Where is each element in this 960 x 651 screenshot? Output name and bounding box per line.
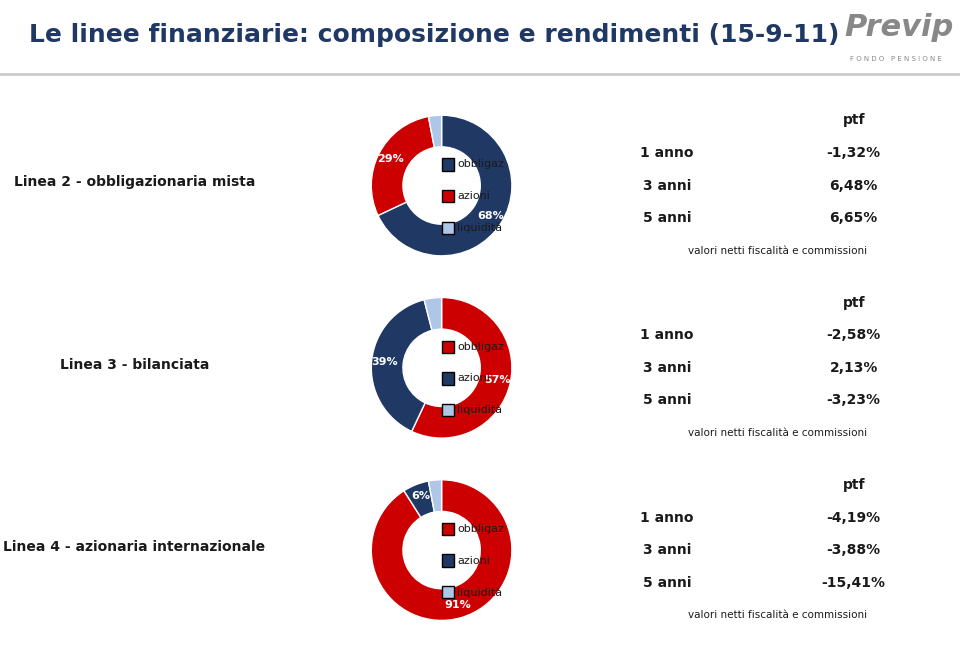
Text: Linea 2 - obbligazionaria mista: Linea 2 - obbligazionaria mista	[13, 175, 255, 189]
Text: 2,13%: 2,13%	[829, 361, 877, 375]
Text: ptf: ptf	[842, 113, 865, 128]
Text: ptf: ptf	[842, 296, 865, 310]
Text: ptf: ptf	[842, 478, 865, 492]
Text: 3 anni: 3 anni	[643, 178, 691, 193]
Wedge shape	[404, 481, 434, 518]
Text: 68%: 68%	[477, 212, 504, 221]
Text: -2,58%: -2,58%	[827, 328, 880, 342]
Wedge shape	[428, 480, 442, 512]
FancyBboxPatch shape	[442, 340, 454, 353]
Text: 3 anni: 3 anni	[643, 361, 691, 375]
Text: liquidità: liquidità	[457, 587, 502, 598]
Text: valori netti fiscalità e commissioni: valori netti fiscalità e commissioni	[688, 610, 867, 620]
Text: 5 anni: 5 anni	[643, 575, 691, 590]
Text: 3 anni: 3 anni	[643, 543, 691, 557]
Wedge shape	[372, 117, 434, 215]
Text: 1 anno: 1 anno	[640, 146, 694, 160]
Text: -15,41%: -15,41%	[822, 575, 886, 590]
Text: liquidità: liquidità	[457, 405, 502, 415]
Text: obbligaz: obbligaz	[457, 524, 504, 534]
FancyBboxPatch shape	[442, 586, 454, 598]
FancyBboxPatch shape	[442, 555, 454, 567]
Text: Linea 3 - bilanciata: Linea 3 - bilanciata	[60, 357, 209, 372]
Text: 5 anni: 5 anni	[643, 211, 691, 225]
FancyBboxPatch shape	[442, 523, 454, 535]
Text: liquidità: liquidità	[457, 223, 502, 233]
Text: obbligaz: obbligaz	[457, 159, 504, 169]
Text: 1 anno: 1 anno	[640, 510, 694, 525]
Text: 57%: 57%	[485, 376, 511, 385]
Text: -4,19%: -4,19%	[827, 510, 880, 525]
Text: -1,32%: -1,32%	[827, 146, 880, 160]
Text: azioni: azioni	[457, 374, 491, 383]
Text: 39%: 39%	[371, 357, 397, 367]
Text: 6%: 6%	[411, 492, 430, 501]
Text: valori netti fiscalità e commissioni: valori netti fiscalità e commissioni	[688, 428, 867, 438]
Text: Previp: Previp	[845, 13, 954, 42]
Text: obbligaz: obbligaz	[457, 342, 504, 352]
Text: 29%: 29%	[377, 154, 403, 164]
Text: 6,65%: 6,65%	[829, 211, 877, 225]
Text: -3,23%: -3,23%	[827, 393, 880, 408]
Wedge shape	[372, 480, 512, 620]
Wedge shape	[428, 115, 442, 148]
FancyBboxPatch shape	[442, 221, 454, 234]
Text: azioni: azioni	[457, 191, 491, 201]
FancyBboxPatch shape	[442, 190, 454, 202]
Text: 1 anno: 1 anno	[640, 328, 694, 342]
Wedge shape	[412, 298, 512, 438]
Wedge shape	[372, 299, 432, 432]
Text: valori netti fiscalità e commissioni: valori netti fiscalità e commissioni	[688, 245, 867, 256]
Text: F O N D O   P E N S I O N E: F O N D O P E N S I O N E	[850, 55, 942, 62]
Text: Linea 4 - azionaria internazionale: Linea 4 - azionaria internazionale	[3, 540, 266, 554]
Text: Le linee finanziarie: composizione e rendimenti (15-9-11): Le linee finanziarie: composizione e ren…	[29, 23, 839, 47]
Wedge shape	[378, 115, 512, 256]
FancyBboxPatch shape	[442, 372, 454, 385]
Text: 5 anni: 5 anni	[643, 393, 691, 408]
FancyBboxPatch shape	[442, 404, 454, 416]
Wedge shape	[424, 298, 442, 330]
FancyBboxPatch shape	[442, 158, 454, 171]
Text: -3,88%: -3,88%	[827, 543, 880, 557]
Text: azioni: azioni	[457, 556, 491, 566]
Text: 6,48%: 6,48%	[829, 178, 877, 193]
Text: 91%: 91%	[444, 600, 471, 611]
